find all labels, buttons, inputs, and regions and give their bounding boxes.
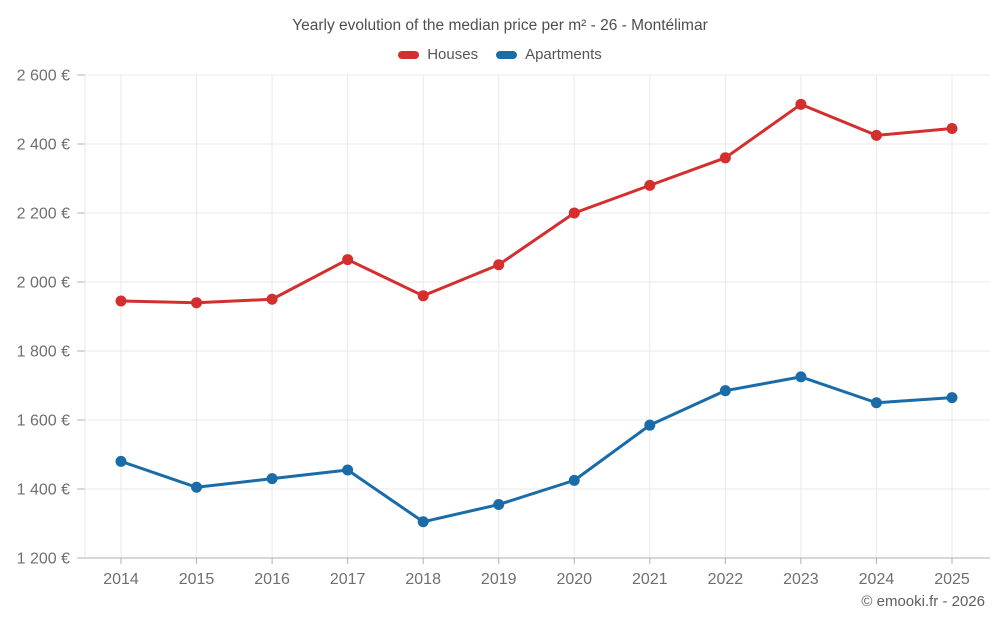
y-tick-label: 2 600 € — [17, 68, 70, 85]
chart-title: Yearly evolution of the median price per… — [292, 17, 708, 34]
x-tick-label: 2015 — [179, 571, 215, 588]
data-point-apartments-2014[interactable] — [115, 455, 127, 467]
x-tick-label: 2021 — [632, 571, 668, 588]
data-point-houses-2019[interactable] — [493, 259, 505, 271]
legend-item-houses[interactable]: Houses — [398, 46, 478, 63]
data-point-houses-2020[interactable] — [568, 207, 580, 219]
apartments-legend-swatch-icon — [496, 50, 518, 59]
series-line-houses — [119, 102, 954, 305]
data-point-apartments-2018[interactable] — [417, 516, 429, 528]
data-point-houses-2015[interactable] — [191, 297, 203, 309]
data-point-apartments-2021[interactable] — [644, 419, 656, 431]
houses-legend-swatch-icon — [398, 50, 420, 59]
x-tick-label: 2023 — [783, 571, 819, 588]
data-point-apartments-2024[interactable] — [870, 397, 882, 409]
attribution-watermark: © emooki.fr - 2026 — [861, 593, 985, 610]
y-tick-label: 2 400 € — [17, 137, 70, 154]
data-point-apartments-2020[interactable] — [568, 474, 580, 486]
data-point-houses-2024[interactable] — [870, 129, 882, 141]
data-point-apartments-2017[interactable] — [342, 464, 354, 476]
data-point-apartments-2015[interactable] — [191, 481, 203, 493]
x-tick-label: 2025 — [934, 571, 970, 588]
x-tick-label: 2024 — [859, 571, 895, 588]
x-tick-label: 2017 — [330, 571, 366, 588]
y-tick-label: 1 200 € — [17, 551, 70, 568]
y-tick-label: 2 200 € — [17, 206, 70, 223]
data-point-apartments-2025[interactable] — [946, 392, 958, 404]
data-point-houses-2025[interactable] — [946, 122, 958, 134]
data-point-houses-2023[interactable] — [795, 98, 807, 110]
x-tick-label: 2019 — [481, 571, 517, 588]
data-point-apartments-2022[interactable] — [719, 385, 731, 397]
x-tick-label: 2020 — [556, 571, 592, 588]
x-tick-label: 2022 — [708, 571, 744, 588]
data-point-apartments-2016[interactable] — [266, 473, 278, 485]
data-point-apartments-2023[interactable] — [795, 371, 807, 383]
data-point-houses-2017[interactable] — [342, 254, 354, 266]
data-point-houses-2016[interactable] — [266, 293, 278, 305]
legend-item-apartments[interactable]: Apartments — [496, 46, 602, 63]
y-tick-label: 1 600 € — [17, 413, 70, 430]
y-tick-label: 1 800 € — [17, 344, 70, 361]
legend-label-houses: Houses — [427, 46, 479, 63]
data-point-houses-2018[interactable] — [417, 290, 429, 302]
x-tick-label: 2018 — [405, 571, 441, 588]
series-line-apartments — [119, 375, 954, 524]
x-tick-label: 2014 — [103, 571, 139, 588]
legend-label-apartments: Apartments — [525, 46, 602, 63]
x-tick-label: 2016 — [254, 571, 290, 588]
y-tick-label: 1 400 € — [17, 482, 70, 499]
data-point-houses-2022[interactable] — [719, 152, 731, 164]
chart-legend: Houses Apartments — [0, 46, 1000, 63]
y-tick-label: 2 000 € — [17, 275, 70, 292]
data-point-houses-2021[interactable] — [644, 179, 656, 191]
data-point-apartments-2019[interactable] — [493, 499, 505, 511]
data-point-houses-2014[interactable] — [115, 295, 127, 307]
